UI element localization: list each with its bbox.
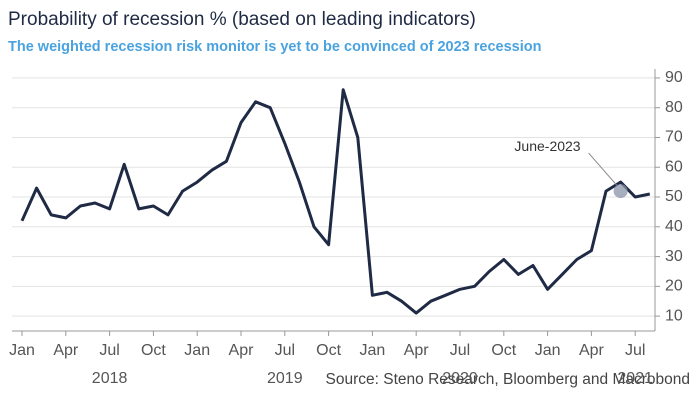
x-tick-label: Jul bbox=[275, 342, 295, 359]
x-tick-label: Jul bbox=[450, 342, 470, 359]
x-tick-label: Jul bbox=[99, 342, 119, 359]
x-tick-label: Apr bbox=[229, 342, 255, 359]
year-label: 2019 bbox=[267, 370, 303, 387]
annotation-marker bbox=[613, 184, 628, 199]
x-tick-label: Apr bbox=[53, 342, 79, 359]
x-tick-label: Jul bbox=[625, 342, 645, 359]
year-label: 2020 bbox=[442, 370, 478, 387]
y-tick-label: 60 bbox=[665, 158, 683, 175]
chart-subtitle: The weighted recession risk monitor is y… bbox=[8, 39, 541, 55]
annotation-arrow bbox=[588, 152, 617, 186]
x-tick-label: Apr bbox=[579, 342, 605, 359]
x-tick-label: Jan bbox=[9, 342, 35, 359]
y-tick-label: 90 bbox=[665, 69, 683, 86]
x-tick-label: Jan bbox=[184, 342, 210, 359]
y-tick-label: 70 bbox=[665, 129, 683, 146]
y-tick-label: 40 bbox=[665, 218, 683, 235]
year-label: 2018 bbox=[92, 370, 128, 387]
y-tick-label: 20 bbox=[665, 278, 683, 295]
year-label: 2021 bbox=[617, 370, 653, 387]
line bbox=[20, 88, 651, 315]
chart-title: Probability of recession % (based on lea… bbox=[8, 9, 476, 30]
y-tick-label: 30 bbox=[665, 248, 683, 265]
x-tick-label: Apr bbox=[404, 342, 430, 359]
y-tick-label: 80 bbox=[665, 99, 683, 116]
annotation-text: June-2023 bbox=[514, 138, 580, 154]
source: Source: Steno Research, Bloomberg and Ma… bbox=[326, 371, 690, 388]
x-tick-label: Oct bbox=[316, 342, 341, 359]
x-tick-label: Jan bbox=[535, 342, 561, 359]
y-tick-label: 50 bbox=[665, 188, 683, 205]
x-tick-label: Oct bbox=[141, 342, 166, 359]
x-tick-label: Oct bbox=[491, 342, 516, 359]
y-tick-label: 10 bbox=[665, 307, 683, 324]
x-tick-label: Jan bbox=[360, 342, 386, 359]
